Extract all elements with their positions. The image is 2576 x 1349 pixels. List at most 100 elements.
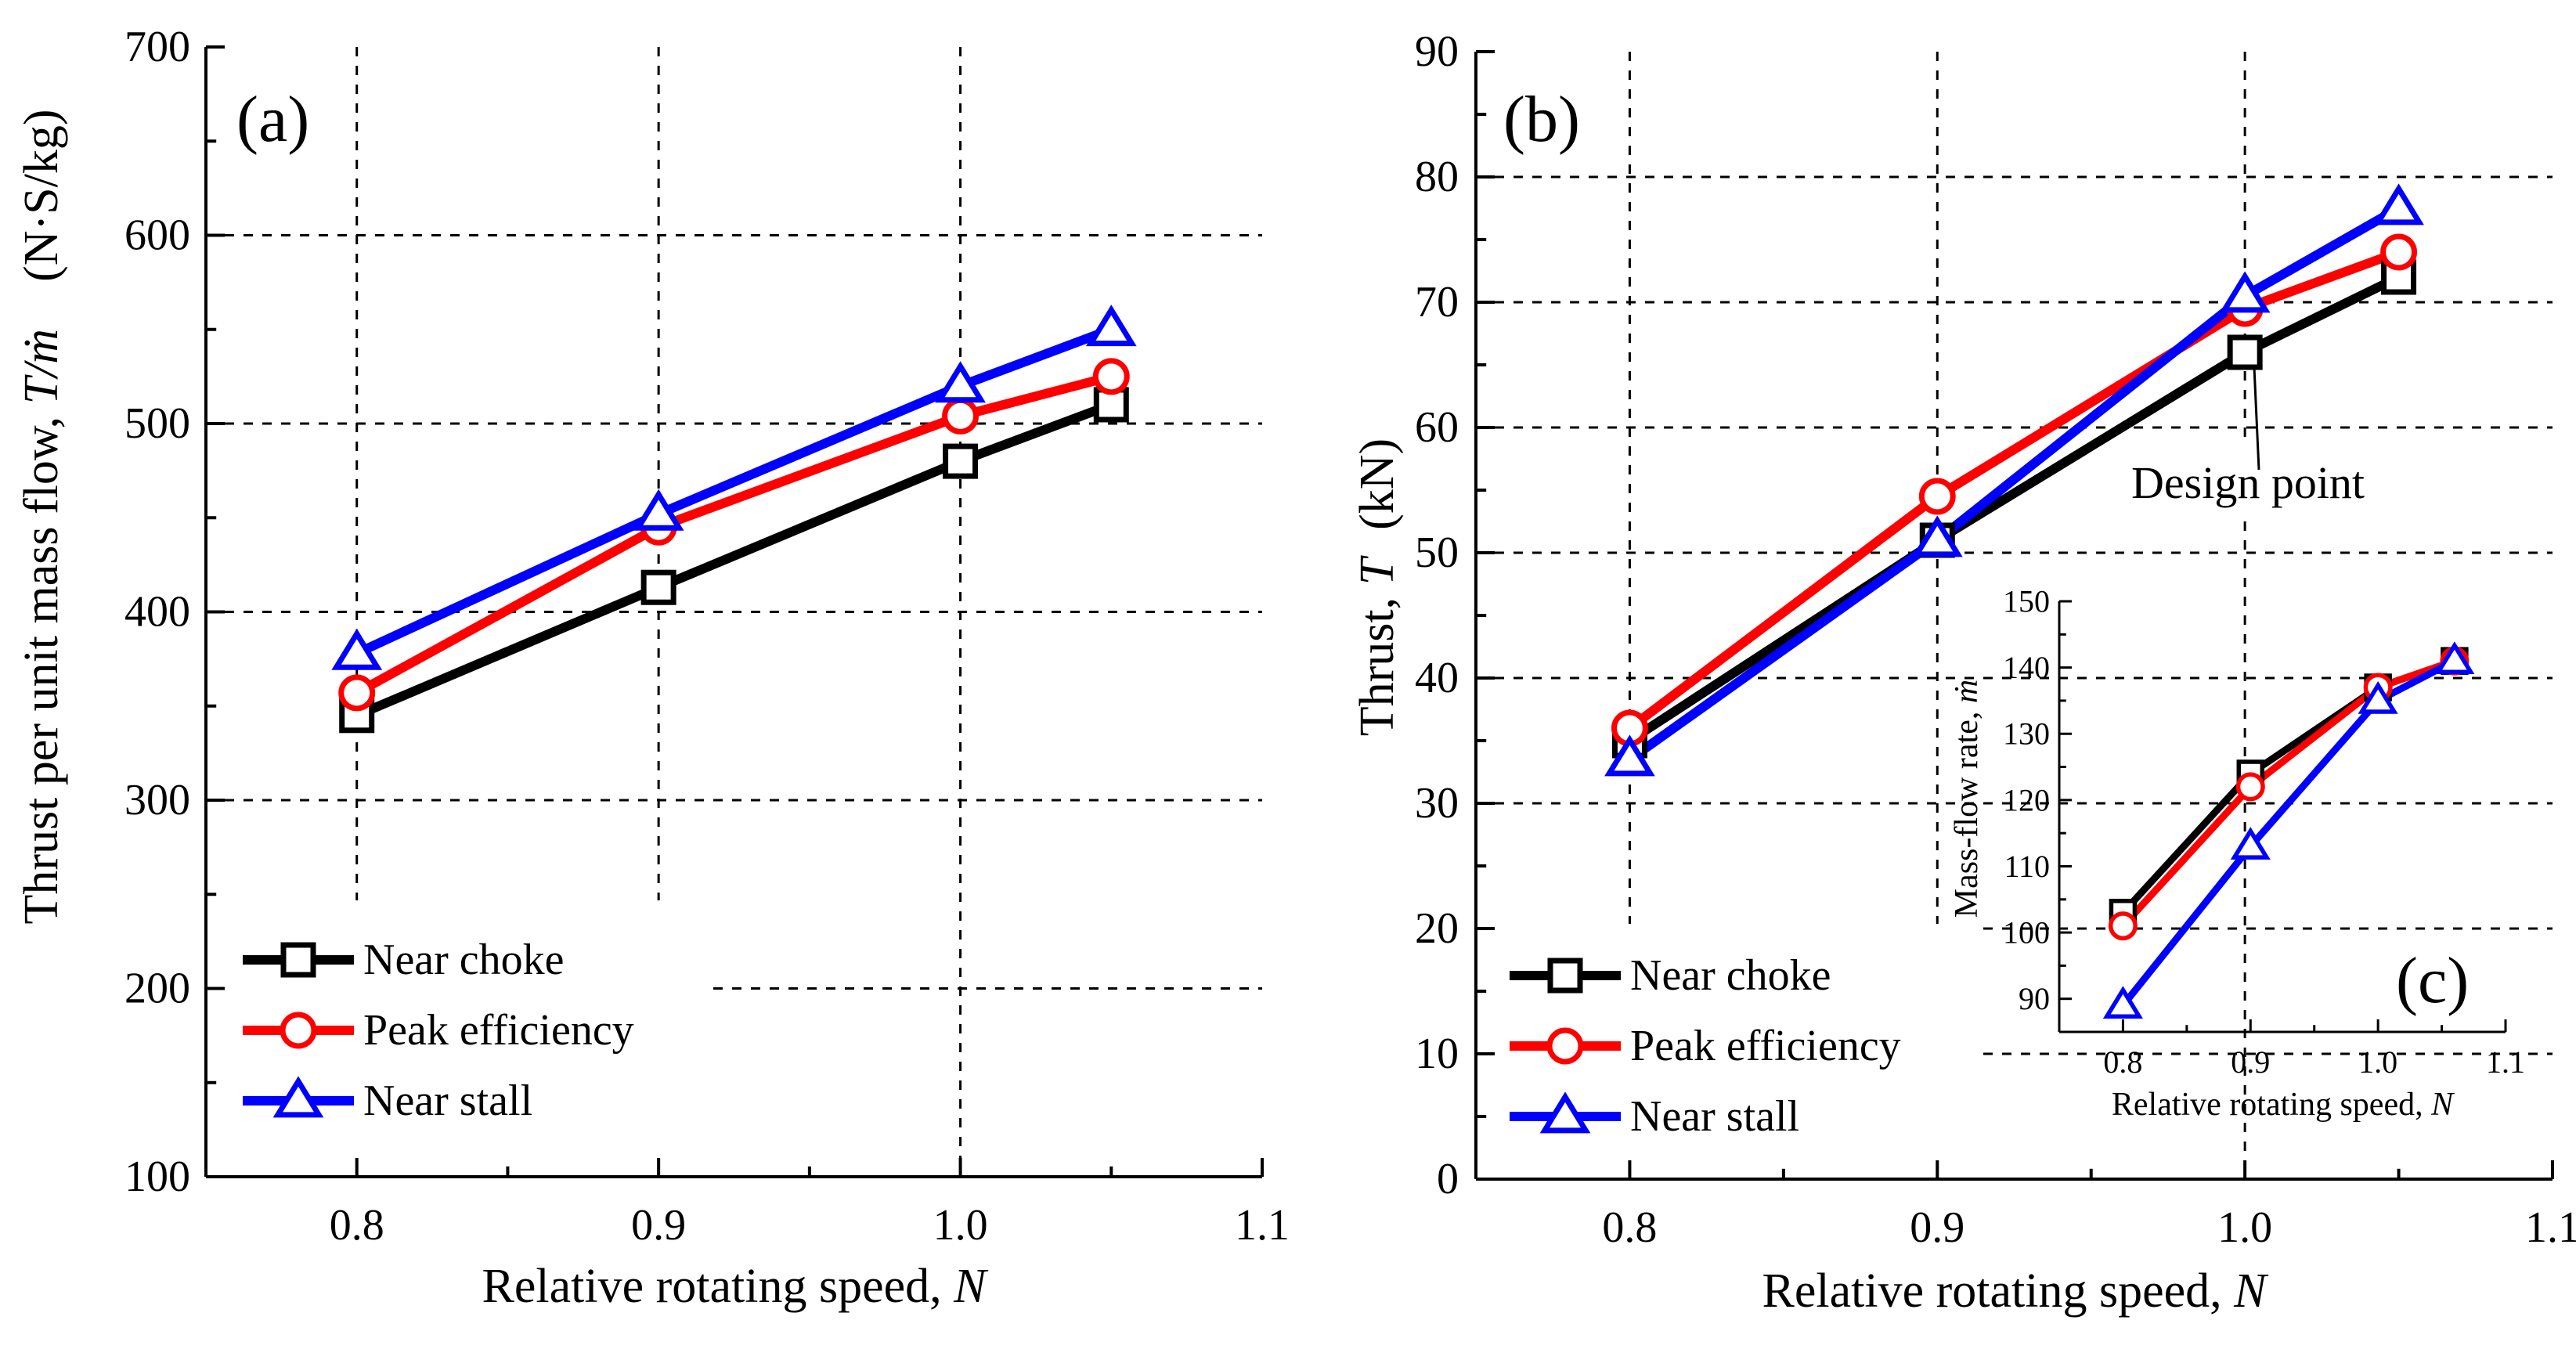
- panel-c-marker-near-stall-0: [2102, 986, 2143, 1019]
- panel-a-x-tick-label-1-1: 1.1: [1235, 1201, 1290, 1250]
- panel-c-y-axis-title: Mass-flow rate, ṁ: [1949, 680, 1985, 918]
- panel-c-marker-near-stall-2: [2358, 680, 2398, 714]
- panel-a-y-tick-label-100: 100: [124, 1152, 190, 1201]
- panel-a-series-line-near-stall: [355, 325, 1113, 658]
- panel-a-y-tick-label-200: 200: [124, 965, 190, 1013]
- panel-c-x-tick-label-1-1: 1.1: [2486, 1044, 2525, 1080]
- panel-c-y-tick-label-120: 120: [2003, 782, 2050, 817]
- panel-b-marker-near-stall-3: [2373, 183, 2424, 225]
- panel-b-y-axis-title: Thrust, T (kN): [1351, 438, 1404, 736]
- panel-b-marker-near-stall-1: [1911, 515, 1963, 557]
- panel-b-y-tick-label-80: 80: [1415, 153, 1459, 201]
- panel-a-panel-label: (a): [236, 83, 309, 156]
- panel-c-x-axis-title: Relative rotating speed, N: [2112, 1087, 2455, 1123]
- panel-a-y-axis-title-unit: (N·S/kg): [15, 109, 68, 281]
- panel-b-y-tick-label-10: 10: [1415, 1030, 1459, 1078]
- panel-b-x-axis-title: Relative rotating speed, N: [1762, 1264, 2270, 1318]
- panel-c-y-tick-label-110: 110: [2004, 849, 2050, 884]
- panel-a-marker-near-stall-3: [1085, 305, 1137, 347]
- panel-b-series-line-peak-efficiency: [1626, 247, 2401, 732]
- panel-b-y-axis-title-unit: (kN): [1351, 438, 1404, 530]
- panel-a-legend-marker-peak-efficiency: [280, 1012, 317, 1049]
- panel-a-x-axis-title-text: Relative rotating speed,: [482, 1260, 954, 1313]
- panel-b-series-line-near-choke: [1627, 272, 2401, 745]
- panel-b-annotation-text: Design point: [2131, 457, 2365, 508]
- panel-a-y-axis-title: Thrust per unit mass flow, T/ṁ (N·S/kg): [15, 109, 68, 924]
- panel-c-y-tick-label-90: 90: [2019, 981, 2050, 1016]
- panel-a-marker-near-stall-0: [331, 628, 383, 670]
- panel-b-x-tick-label-1: 1.0: [2217, 1203, 2272, 1252]
- panel-b-y-tick-label-60: 60: [1415, 403, 1459, 452]
- panel-b-y-tick-label-70: 70: [1415, 278, 1459, 326]
- panel-b-x-tick-label-1-1: 1.1: [2525, 1203, 2576, 1252]
- panel-b-legend-marker-near-choke: [1547, 958, 1583, 994]
- panel-b-thrust: 0 10 20 30 40 50 60 70 80 90 0.8 0.9 1.0 1.1 Relative …: [1351, 27, 2576, 1318]
- panel-a-legend-marker-near-choke: [280, 942, 316, 978]
- panel-c-y-axis-title-var: ṁ: [1949, 680, 1985, 703]
- panel-b-y-tick-label-50: 50: [1415, 528, 1459, 577]
- panel-c-y-axis-title-text: Mass-flow rate,: [1949, 703, 1985, 918]
- panel-c-x-axis-title-text: Relative rotating speed,: [2112, 1087, 2431, 1123]
- panel-a-series-line-peak-efficiency: [354, 372, 1113, 698]
- panel-a-x-tick-label-1: 1.0: [933, 1201, 988, 1250]
- panel-a-x-axis-title: Relative rotating speed, N: [482, 1260, 990, 1313]
- panel-b-legend-label-near-choke: Near choke: [1630, 951, 1831, 1000]
- panel-a-y-tick-label-500: 500: [124, 399, 190, 448]
- panel-a-marker-peak-efficiency-2: [942, 397, 980, 435]
- panel-a-x-tick-label-0-8: 0.8: [330, 1201, 384, 1250]
- panel-c-inset-mass-flow: 90 100 110 120 130 140 150 0.8 0.9 1.0 1.1 Relative…: [1949, 584, 2525, 1124]
- panel-a-y-axis-title-text: Thrust per unit mass flow,: [15, 404, 68, 924]
- panel-a-y-tick-label-600: 600: [124, 211, 190, 260]
- panel-b-x-axis-title-var: N: [2233, 1264, 2269, 1318]
- panel-a-x-axis-title-var: N: [953, 1260, 989, 1313]
- panel-c-x-tick-label-0-8: 0.8: [2103, 1044, 2142, 1080]
- panel-a-marker-near-choke-2: [943, 443, 979, 479]
- panel-b-legend-label-near-stall: Near stall: [1630, 1092, 1799, 1141]
- panel-b-panel-label: (b): [1503, 83, 1580, 156]
- panel-c-y-tick-label-140: 140: [2003, 650, 2050, 685]
- panel-b-marker-near-stall-0: [1604, 734, 1655, 777]
- panel-b-y-axis-title-var: T: [1351, 554, 1404, 585]
- panel-a-marker-near-stall-1: [633, 489, 684, 531]
- panel-c-series-line-peak-efficiency: [2120, 657, 2456, 929]
- panel-a-marker-peak-efficiency-3: [1092, 358, 1130, 395]
- panel-b-x-axis-title-text: Relative rotating speed,: [1762, 1264, 2235, 1318]
- panel-b-label-mask-1: [2122, 442, 2466, 521]
- panel-c-y-tick-label-100: 100: [2003, 915, 2050, 950]
- panel-a-marker-peak-efficiency-0: [338, 674, 376, 712]
- panel-b-series-line-near-stall: [1626, 204, 2401, 763]
- panel-b-legend-label-peak-efficiency: Peak efficiency: [1630, 1022, 1901, 1070]
- panel-c-marker-peak-efficiency-1: [2235, 772, 2265, 802]
- panel-a-legend-marker-near-stall: [272, 1076, 324, 1118]
- panel-b-y-tick-label-0: 0: [1437, 1155, 1459, 1203]
- panel-a-legend-label-near-stall: Near stall: [363, 1077, 532, 1125]
- panel-a-thrust-per-mass-flow: 100 200 300 400 500 600 700 0.8 0.9 1.0 1.1 Relativ…: [15, 23, 1290, 1313]
- panel-c-y-tick-label-130: 130: [2003, 716, 2050, 752]
- panel-a-y-tick-label-400: 400: [124, 588, 190, 637]
- panel-b-legend-marker-near-stall: [1539, 1091, 1591, 1134]
- panel-b-marker-peak-efficiency-3: [2380, 233, 2418, 271]
- panel-b-y-tick-label-30: 30: [1415, 779, 1459, 828]
- panel-a-x-tick-label-0-9: 0.9: [631, 1201, 686, 1250]
- panel-c-y-tick-label-150: 150: [2003, 584, 2050, 619]
- panel-c-x-tick-label-1: 1.0: [2358, 1044, 2397, 1080]
- panel-b-y-tick-label-90: 90: [1415, 27, 1459, 76]
- panel-c-marker-near-stall-3: [2434, 641, 2475, 674]
- panel-b-legend-marker-peak-efficiency: [1546, 1027, 1584, 1065]
- panel-b-y-tick-label-20: 20: [1415, 904, 1459, 953]
- panel-c-marker-near-stall-1: [2230, 827, 2271, 860]
- panel-b-marker-near-stall-2: [2219, 271, 2271, 313]
- panel-a-marker-near-choke-3: [1093, 387, 1129, 423]
- panel-a-marker-near-choke-1: [640, 569, 676, 605]
- panel-a-y-tick-label-700: 700: [124, 23, 190, 71]
- panel-b-y-tick-label-40: 40: [1415, 654, 1459, 702]
- panel-c-x-axis-title-var: N: [2430, 1087, 2455, 1123]
- panel-b-marker-peak-efficiency-1: [1918, 478, 1956, 515]
- panel-a-marker-near-stall-2: [935, 361, 986, 403]
- panel-b-x-tick-label-0-8: 0.8: [1602, 1203, 1657, 1252]
- panel-b-x-tick-label-0-9: 0.9: [1910, 1203, 1964, 1252]
- panel-c-series-line-near-stall: [2120, 658, 2456, 1008]
- panel-b-y-axis-title-text: Thrust,: [1351, 585, 1404, 736]
- panel-a-legend-label-near-choke: Near choke: [363, 936, 565, 984]
